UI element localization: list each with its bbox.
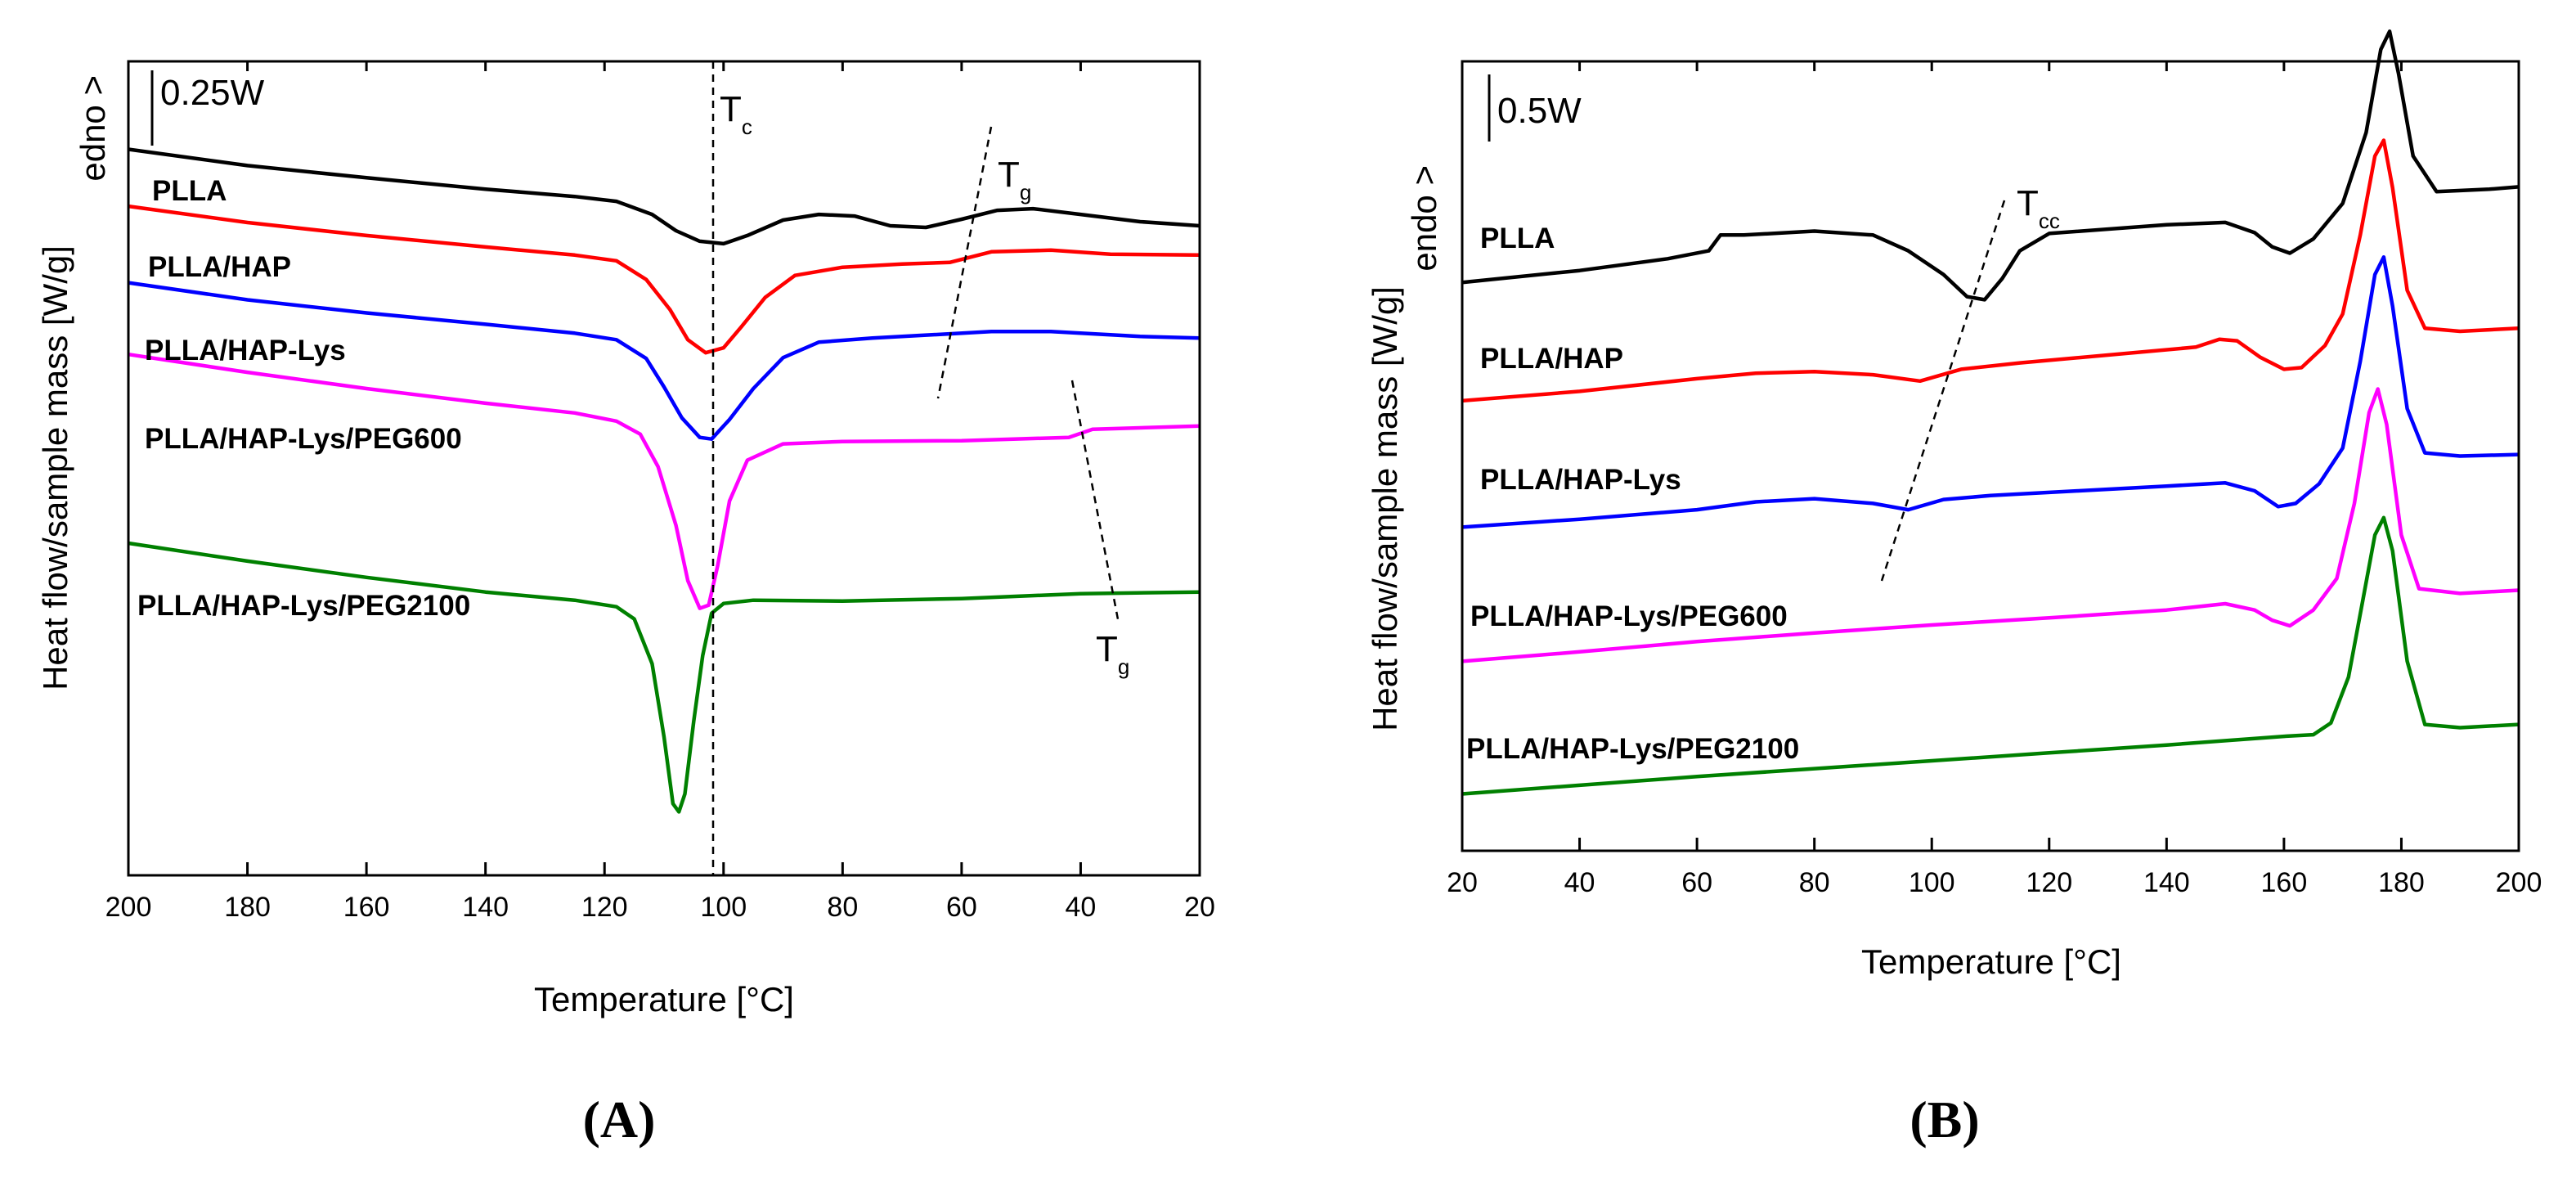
chart-b-series-label: PLLA/HAP-Lys/PEG600 bbox=[1470, 600, 1788, 632]
chart-b-x-axis-label: Temperature [°C] bbox=[1861, 942, 2121, 981]
chart-b-x-tick-label: 40 bbox=[1564, 867, 1595, 898]
chart-b-y-axis-label: Heat flow/sample mass [W/g] bbox=[1366, 286, 1404, 731]
chart-a-series-line bbox=[128, 147, 1200, 246]
chart-b-frame bbox=[1461, 60, 2520, 852]
chart-a-endo-label: edno > bbox=[74, 75, 112, 182]
chart-a-x-tick-label: 100 bbox=[700, 892, 747, 923]
chart-a-x-tick-label: 180 bbox=[224, 892, 271, 923]
chart-a-series-label: PLLA/HAP-Lys/PEG2100 bbox=[137, 590, 470, 622]
chart-b-series-label: PLLA/HAP bbox=[1480, 343, 1623, 375]
chart-b-series-line bbox=[1461, 138, 2520, 403]
chart-b-x-tick-label: 140 bbox=[2143, 867, 2190, 898]
chart-b-series-line bbox=[1461, 515, 2520, 796]
chart-b-series-label: PLLA/HAP-Lys bbox=[1480, 464, 1681, 496]
chart-a-x-tick-label: 160 bbox=[343, 892, 390, 923]
chart-a-tg-line-lower bbox=[1070, 380, 1120, 620]
chart-a-x-tick-label: 80 bbox=[827, 892, 858, 923]
chart-a-series-line bbox=[128, 352, 1200, 610]
chart-b-series-label: PLLA bbox=[1480, 223, 1555, 254]
chart-b-x-tick-label: 160 bbox=[2261, 867, 2308, 898]
chart-b-series-line bbox=[1461, 387, 2520, 663]
chart-a-tg-annotation-lower: Tg bbox=[1096, 629, 1129, 679]
chart-a-tg-upper-sub: g bbox=[1020, 180, 1031, 205]
chart-a-series-label: PLLA/HAP bbox=[148, 251, 291, 283]
chart-b-tcc-annotation: Tcc bbox=[2017, 183, 2060, 233]
chart-a-x-tick-label: 140 bbox=[462, 892, 509, 923]
chart-b-series-line bbox=[1461, 29, 2520, 302]
chart-a-tc-annotation: Tc bbox=[720, 89, 752, 139]
chart-a-x-tick-label: 20 bbox=[1184, 892, 1215, 923]
chart-a-x-axis-label: Temperature [°C] bbox=[534, 980, 794, 1018]
chart-b-x-tick-label: 60 bbox=[1681, 867, 1712, 898]
chart-a-tg-lower-main: T bbox=[1096, 629, 1118, 669]
chart-b-curves bbox=[1461, 29, 2520, 796]
panel-b-label: (B) bbox=[1910, 1090, 1979, 1149]
chart-a-tg-lower-sub: g bbox=[1118, 654, 1129, 679]
chart-a-y-axis-label: Heat flow/sample mass [W/g] bbox=[36, 245, 74, 690]
chart-b-series-line bbox=[1461, 255, 2520, 529]
chart-b-x-tick-label: 180 bbox=[2378, 867, 2425, 898]
chart-a-series-label: PLLA/HAP-Lys/PEG600 bbox=[145, 423, 462, 455]
chart-a-series-label: PLLA bbox=[152, 175, 227, 207]
chart-a-tc-sub: c bbox=[742, 115, 752, 139]
chart-a-tg-upper-main: T bbox=[998, 155, 1020, 195]
chart-b-x-ticks: 20 40 60 80 100 120 140 160 180 200 bbox=[1447, 61, 2542, 898]
chart-a-series-line bbox=[128, 281, 1200, 441]
chart-a-x-tick-label: 120 bbox=[581, 892, 628, 923]
chart-b-tcc-main: T bbox=[2017, 183, 2039, 223]
chart-a-x-tick-label: 60 bbox=[946, 892, 977, 923]
chart-b-tcc-line bbox=[1880, 200, 2006, 582]
chart-a-scale-label: 0.25W bbox=[160, 73, 265, 113]
chart-a-tg-line-upper bbox=[936, 126, 993, 399]
chart-a-curves bbox=[128, 147, 1200, 814]
panel-a-label: (A) bbox=[583, 1090, 656, 1149]
chart-b-x-tick-label: 80 bbox=[1799, 867, 1830, 898]
chart-a-x-tick-label: 200 bbox=[105, 892, 152, 923]
chart-a-x-ticks: 200 180 160 140 120 100 80 60 40 20 bbox=[105, 61, 1215, 923]
chart-b-x-tick-label: 200 bbox=[2496, 867, 2542, 898]
chart-b-x-tick-label: 120 bbox=[2026, 867, 2072, 898]
chart-a-tg-annotation-upper: Tg bbox=[998, 155, 1031, 205]
chart-a-series-line bbox=[128, 204, 1200, 355]
chart-b-tcc-sub: cc bbox=[2039, 209, 2060, 233]
chart-a-frame bbox=[127, 60, 1201, 877]
chart-a-series-label: PLLA/HAP-Lys bbox=[145, 335, 346, 366]
chart-b-scale-label: 0.5W bbox=[1497, 91, 1582, 131]
chart-b-endo-label: endo > bbox=[1405, 165, 1443, 272]
chart-a-x-tick-label: 40 bbox=[1066, 892, 1097, 923]
chart-panel-b: 20 40 60 80 100 120 140 160 180 200 0.5W endo > H… bbox=[1366, 29, 2542, 1149]
chart-a-series-line bbox=[128, 541, 1200, 814]
chart-a-tc-main: T bbox=[720, 89, 742, 129]
chart-b-x-tick-label: 20 bbox=[1447, 867, 1478, 898]
chart-b-series-label: PLLA/HAP-Lys/PEG2100 bbox=[1466, 733, 1799, 765]
chart-panel-a: 200 180 160 140 120 100 80 60 40 20 0.25W edno > … bbox=[36, 60, 1215, 1149]
chart-b-x-tick-label: 100 bbox=[1909, 867, 1955, 898]
